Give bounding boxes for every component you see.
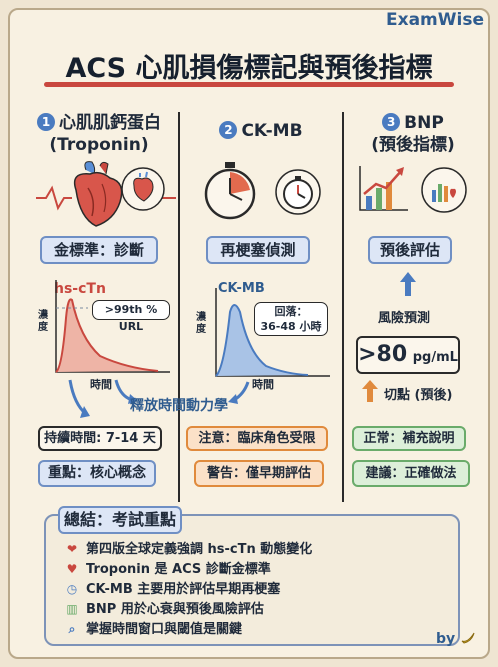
bnp-normal-box: 正常：補充說明 (352, 426, 466, 451)
summary-item-text: CK-MB 主要用於評估早期再梗塞 (86, 582, 281, 597)
reinfarction-badge: 再梗塞偵測 (206, 236, 310, 264)
arrow-up-icon (400, 272, 416, 296)
bnp-subtitle: (預後指標) (371, 135, 455, 155)
ckmb-y-axis-label: 濃度 (196, 312, 206, 335)
troponin-curve (55, 280, 170, 373)
byline: by (436, 629, 476, 647)
page-title: ACS 心肌損傷標記與預後指標 (65, 53, 433, 84)
column-divider-2 (342, 112, 344, 502)
banana-icon (461, 632, 475, 644)
bnp-title: BNP (404, 113, 444, 133)
number-badge-1: 1 (37, 113, 55, 131)
ckmb-callout-line1: 回落： (274, 305, 308, 318)
chart-icon: ▥ (66, 602, 78, 616)
troponin-title: 心肌肌鈣蛋白 (59, 113, 161, 133)
column-divider-1 (178, 112, 180, 502)
troponin-duration-box: 持續時間: 7-14 天 (38, 426, 162, 451)
troponin-key-box: 重點：核心概念 (38, 460, 156, 487)
ckmb-header: 2 CK-MB (186, 120, 336, 142)
summary-item-text: 第四版全球定義強調 hs-cTn 動態變化 (86, 542, 313, 557)
kinetics-arrows (68, 379, 250, 418)
ckmb-callout-line2: 36-48 小時 (260, 320, 322, 333)
ckmb-caution-box: 注意：臨床角色受限 (186, 426, 328, 451)
summary-item: ♥ Troponin 是 ACS 診斷金標準 (64, 558, 271, 577)
number-badge-3: 3 (382, 113, 401, 131)
heart-illustration (36, 161, 176, 227)
summary-title: 總結：考試重點 (58, 506, 182, 534)
anatomical-heart-icon: ♥ (66, 562, 78, 576)
ckmb-curve (215, 288, 330, 377)
number-badge-2: 2 (219, 121, 238, 139)
stopwatch-icon (204, 162, 256, 220)
ckmb-title: CK-MB (241, 121, 303, 141)
summary-item-text: Troponin 是 ACS 診斷金標準 (86, 562, 271, 577)
ckmb-warning-box: 警告：僅早期評估 (194, 460, 324, 487)
byline-text: by (435, 631, 456, 647)
gold-standard-badge: 金標準：診斷 (40, 236, 158, 264)
summary-panel (44, 514, 460, 646)
brand-logo: ExamWise (386, 10, 484, 30)
timer-circle-icon (275, 169, 321, 215)
ckmb-return-callout: 回落： 36-48 小時 (254, 302, 328, 336)
summary-item: ◷ CK-MB 主要用於評估早期再梗塞 (64, 578, 281, 597)
ckmb-chart-label: CK-MB (218, 281, 265, 296)
summary-item: ⌕ 掌握時間窗口與閾值是關鍵 (64, 618, 242, 637)
hs-ctn-label: hs-cTn (54, 281, 106, 297)
ckmb-x-axis-label: 時間 (252, 378, 274, 391)
summary-item: ❤ 第四版全球定義強調 hs-cTn 動態變化 (64, 538, 312, 557)
bnp-cutoff-value-box: >80 pg/mL (356, 336, 460, 374)
troponin-y-axis-label: 濃度 (38, 310, 48, 333)
cutoff-label: 切點 (預後) (384, 388, 453, 403)
bnp-value: >80 (358, 342, 408, 367)
orange-arrow-up-icon (362, 380, 378, 402)
troponin-header: 1 心肌肌鈣蛋白 (Troponin) (22, 112, 176, 156)
heart-circle-icon (121, 167, 165, 211)
risk-prediction-label: 風險預測 (378, 311, 431, 326)
troponin-subtitle: (Troponin) (49, 135, 149, 155)
troponin-threshold-callout: >99th % URL (92, 300, 170, 333)
summary-item-text: 掌握時間窗口與閾值是關鍵 (86, 622, 243, 637)
magnifier-icon: ⌕ (68, 622, 76, 636)
trend-chart-icon (359, 166, 408, 211)
summary-item: ▥ BNP 用於心衰與預後風險評估 (64, 598, 264, 617)
prognosis-badge: 預後評估 (368, 236, 452, 264)
bnp-unit: pg/mL (412, 350, 458, 365)
troponin-x-axis-label: 時間 (90, 378, 112, 391)
bnp-header: 3 BNP (預後指標) (348, 112, 478, 156)
stopwatch-icon: ◷ (66, 582, 78, 596)
title-underline (44, 82, 454, 87)
bnp-advice-box: 建議：正確做法 (352, 460, 470, 487)
chart-circle-icon (421, 167, 467, 213)
summary-item-text: BNP 用於心衰與預後風險評估 (86, 602, 264, 617)
heart-icon: ❤ (66, 542, 78, 556)
kinetics-label: 釋放時間動力學 (130, 398, 228, 414)
